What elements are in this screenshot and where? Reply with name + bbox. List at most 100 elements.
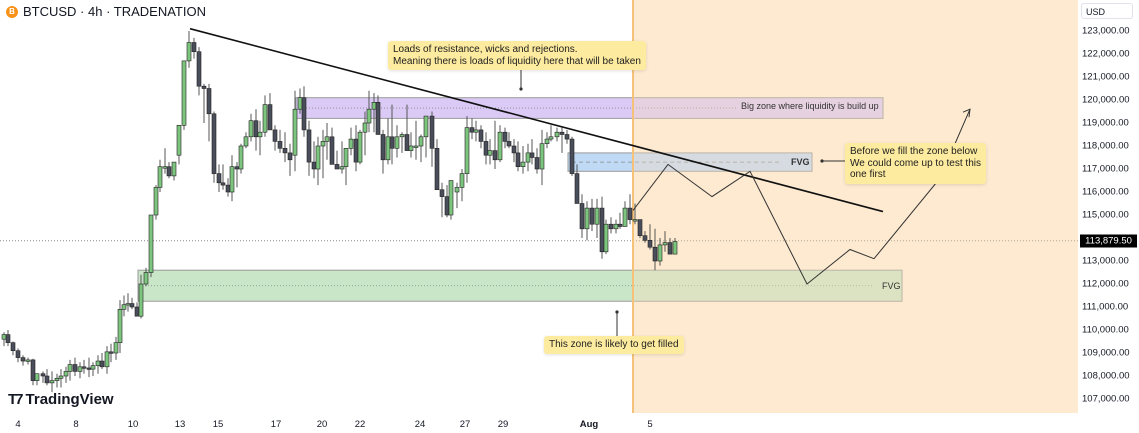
time-tick: 15 xyxy=(212,419,224,430)
candle-body xyxy=(186,42,192,62)
candle-body xyxy=(129,303,135,308)
test-note-line1: Before we fill the zone below xyxy=(850,146,978,157)
price-tick: 116,000.00 xyxy=(1082,186,1129,198)
candle-body xyxy=(90,365,96,370)
future-highlight-area xyxy=(633,0,1078,413)
candle-body xyxy=(343,148,349,168)
price-tick: 117,000.00 xyxy=(1082,163,1129,175)
candle-body xyxy=(617,223,623,227)
time-tick: 13 xyxy=(174,419,186,430)
test-first-note[interactable]: Before we fill the zone below We could c… xyxy=(845,143,986,184)
time-axis[interactable] xyxy=(0,413,1078,433)
lower-fvg-label: FVG xyxy=(882,281,901,291)
tradingview-logo-text: TradingView xyxy=(25,391,114,408)
candle-body xyxy=(548,136,554,140)
price-tick: 107,000.00 xyxy=(1082,393,1130,405)
candle-body xyxy=(272,129,278,142)
resistance-dot xyxy=(519,87,523,91)
candle-body xyxy=(162,166,168,169)
candle-body xyxy=(54,377,60,381)
candle-body xyxy=(642,235,648,241)
liquidity-zone-label: Big zone where liquidity is build up xyxy=(741,101,879,111)
fill-zone-note[interactable]: This zone is likely to get filled xyxy=(544,336,684,354)
candle-body xyxy=(95,360,101,366)
candle-body xyxy=(320,141,326,147)
price-axis[interactable] xyxy=(1078,0,1139,413)
candle-body xyxy=(157,166,163,188)
candle-body xyxy=(44,375,50,384)
candle-body xyxy=(216,173,222,184)
candle-body xyxy=(5,334,11,343)
candle-body xyxy=(86,367,92,370)
currency-selector[interactable]: USD xyxy=(1081,3,1133,19)
candle-body xyxy=(121,304,127,310)
candle-body xyxy=(594,207,600,225)
candle-body xyxy=(613,223,619,230)
candle-body xyxy=(15,350,21,358)
candle-body xyxy=(292,108,298,156)
time-tick: 27 xyxy=(459,419,471,430)
candle-body xyxy=(134,306,140,317)
candle-body xyxy=(515,152,521,167)
candle-body xyxy=(444,196,450,216)
price-tick: 123,000.00 xyxy=(1082,25,1130,37)
candle-body xyxy=(191,42,197,52)
fill-note-text: This zone is likely to get filled xyxy=(549,339,679,350)
candle-body xyxy=(385,136,391,161)
candle-body xyxy=(220,182,226,186)
candle-body xyxy=(153,187,159,216)
candle-body xyxy=(125,303,131,306)
candle-body xyxy=(339,166,345,170)
candle-body xyxy=(176,125,182,156)
candle-body xyxy=(287,152,293,161)
symbol-header[interactable]: B BTCUSD · 4h · TRADENATION xyxy=(6,4,206,19)
tradingview-logo[interactable]: T7 TradingView xyxy=(8,391,114,408)
time-tick: 22 xyxy=(354,419,366,430)
candle-body xyxy=(667,242,673,255)
candle-body xyxy=(544,138,550,145)
candle-body xyxy=(408,145,414,151)
candle-body xyxy=(492,150,498,161)
time-tick: 5 xyxy=(647,419,653,430)
candle-body xyxy=(243,136,249,147)
chart-area[interactable] xyxy=(0,0,1078,413)
candle-body xyxy=(404,134,410,151)
candle-body xyxy=(229,166,235,193)
candle-body xyxy=(394,136,400,149)
candle-body xyxy=(67,364,73,372)
candle-body xyxy=(454,187,460,193)
time-tick: 24 xyxy=(414,419,426,430)
candle-body xyxy=(297,97,303,110)
resistance-note[interactable]: Loads of resistance, wicks and rejection… xyxy=(388,41,646,70)
candle-body xyxy=(579,203,585,230)
candle-body xyxy=(324,136,330,142)
candle-body xyxy=(627,207,633,220)
time-tick: 8 xyxy=(73,419,79,430)
candle-body xyxy=(429,115,435,149)
candle-body xyxy=(201,85,207,89)
candle-body xyxy=(225,184,231,193)
fill-dot xyxy=(615,310,619,314)
candle-body xyxy=(439,189,445,197)
projected-path xyxy=(632,109,971,285)
candle-body xyxy=(277,141,283,149)
candle-body xyxy=(478,129,484,142)
candle-body xyxy=(262,104,268,133)
candle-body xyxy=(257,131,263,138)
price-tick: 108,000.00 xyxy=(1082,370,1130,382)
candle-body xyxy=(253,120,259,138)
candle-body xyxy=(380,134,386,161)
candle-body xyxy=(413,145,419,148)
candle-body xyxy=(171,161,177,177)
candle-body xyxy=(569,138,575,174)
time-tick: 17 xyxy=(270,419,282,430)
candle-body xyxy=(584,207,590,230)
candle-body xyxy=(487,150,493,156)
candle-body xyxy=(564,134,570,140)
candlestick-chart[interactable] xyxy=(0,0,1078,413)
zone-1 xyxy=(567,152,813,172)
candle-body xyxy=(81,366,87,369)
candle-body xyxy=(334,164,340,170)
price-tick: 113,000.00 xyxy=(1082,255,1129,267)
test-dot xyxy=(820,159,824,163)
